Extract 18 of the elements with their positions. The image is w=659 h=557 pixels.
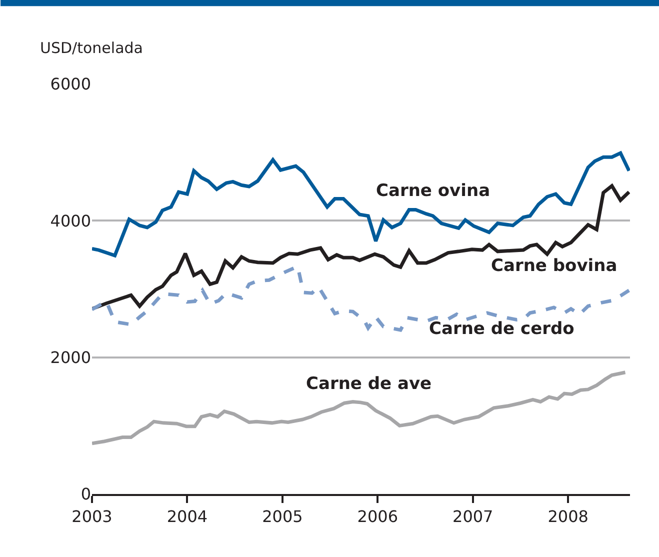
y-tick-label: 2000 [50, 348, 91, 367]
x-tick-label: 2006 [357, 506, 398, 526]
x-tick-label: 2005 [262, 506, 303, 526]
series-label: Carne bovina [491, 256, 618, 276]
line-series [92, 370, 627, 446]
line-series [92, 184, 630, 311]
y-tick-label: 4000 [50, 211, 91, 230]
series-label: Carne de ave [306, 374, 432, 394]
series-label: Carne ovina [376, 181, 490, 201]
x-tick-label: 2007 [452, 506, 494, 526]
x-tick-label: 2004 [166, 506, 208, 526]
y-axis-title: USD/tonelada [40, 39, 143, 57]
y-tick-label: 0 [80, 484, 91, 504]
y-tick-label: 6000 [50, 74, 91, 94]
line-series [92, 151, 630, 258]
x-tick-label: 2008 [548, 506, 588, 526]
series-label: Carne de cerdo [429, 319, 574, 339]
x-tick-label: 2003 [72, 506, 112, 526]
